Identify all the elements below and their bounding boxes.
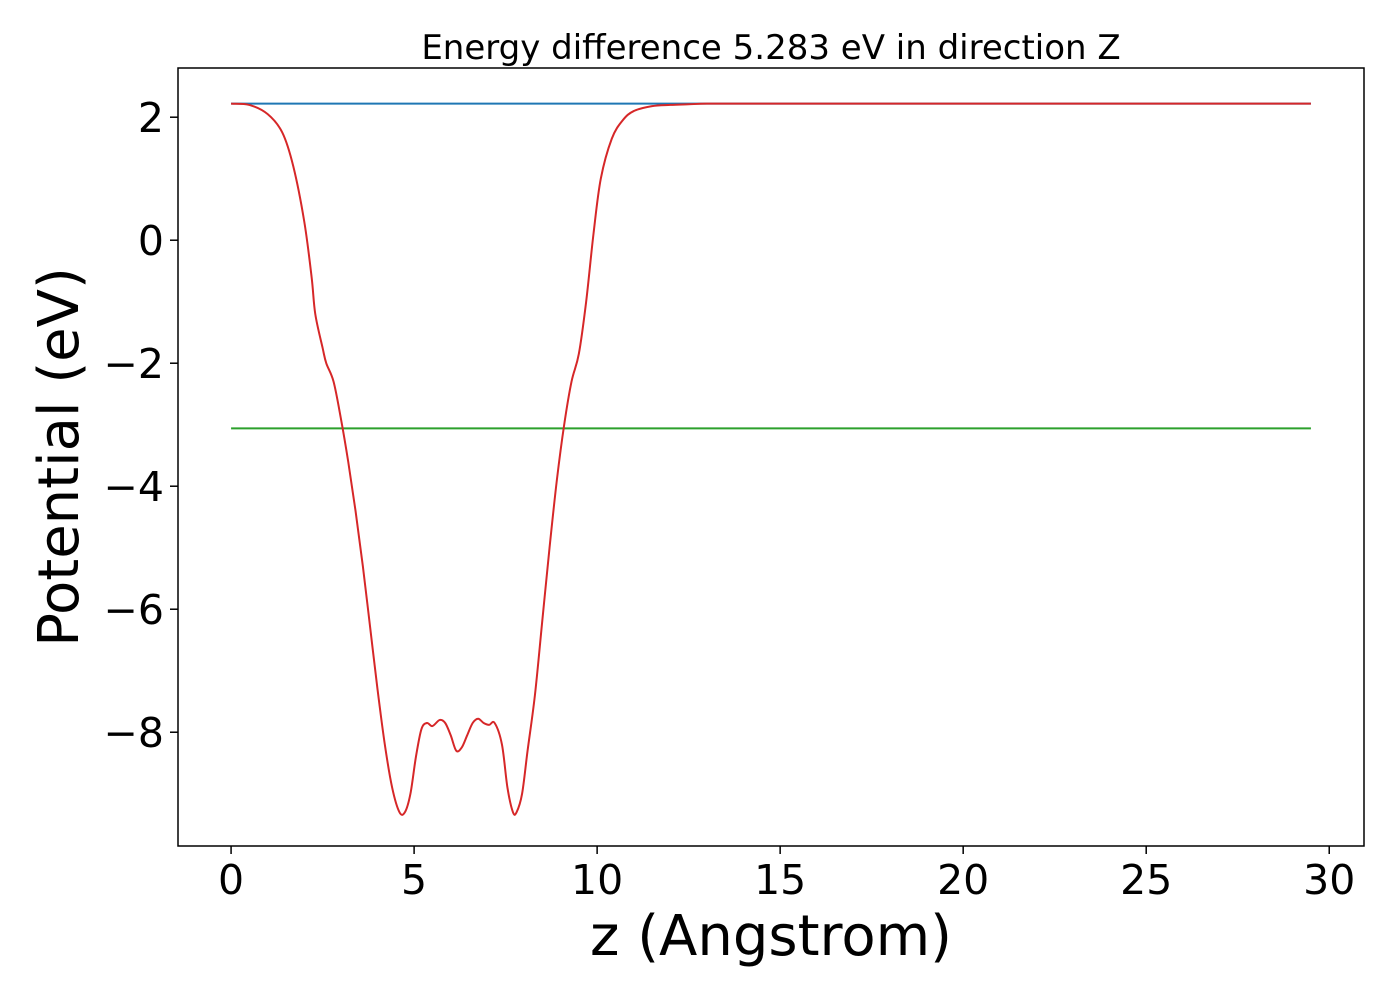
x-tick-label: 15	[754, 856, 806, 904]
x-axis-label: z (Angstrom)	[590, 904, 952, 969]
x-tick-label: 5	[401, 856, 427, 904]
x-tick-label: 25	[1120, 856, 1172, 904]
x-tick-label: 20	[937, 856, 989, 904]
y-axis-label: Potential (eV)	[27, 267, 92, 647]
y-tick-label: 0	[138, 217, 164, 265]
y-axis: 2 0 −2 −4 −6 −8	[104, 94, 178, 757]
x-tick-label: 0	[218, 856, 244, 904]
x-tick-label: 30	[1303, 856, 1355, 904]
y-tick-label: −8	[104, 709, 164, 757]
axes-frame	[177, 67, 1365, 847]
y-tick-label: 2	[138, 94, 164, 142]
chart-title: Energy difference 5.283 eV in direction …	[421, 28, 1120, 68]
x-tick-label: 10	[571, 856, 623, 904]
y-tick-label: −6	[104, 586, 164, 634]
x-axis: 0 5 10 15 20 25 30	[218, 846, 1355, 904]
y-tick-label: −2	[104, 340, 164, 388]
series-line-2	[231, 102, 1311, 816]
y-tick-label: −4	[104, 463, 164, 511]
series-layer	[231, 102, 1311, 816]
